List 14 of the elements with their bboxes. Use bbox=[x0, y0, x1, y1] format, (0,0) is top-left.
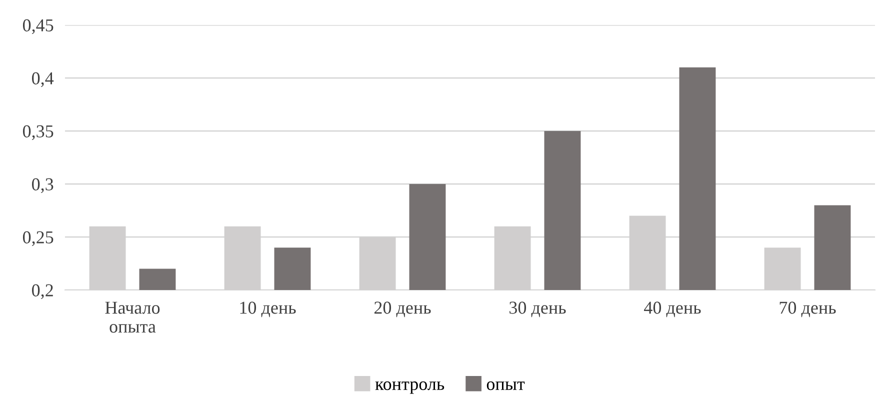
x-tick-label: 30 день bbox=[510, 302, 566, 318]
y-tick-label: 0,45 bbox=[22, 19, 54, 34]
x-tick-label: 20 день bbox=[374, 302, 431, 318]
y-tick-label: 0,35 bbox=[22, 125, 54, 140]
x-tick-label: Начало опыта bbox=[105, 302, 160, 333]
x-tick-label: 10 день bbox=[240, 302, 296, 318]
x-tick-label: 40 день bbox=[644, 302, 701, 318]
y-tick-label: 0,4 bbox=[32, 72, 54, 88]
legend-label: опыт bbox=[486, 381, 525, 390]
legend-label: контроль bbox=[375, 381, 444, 394]
y-tick-label: 0,25 bbox=[22, 231, 54, 246]
x-tick-label: 70 день bbox=[780, 302, 836, 318]
y-tick-label: 0,2 bbox=[32, 284, 53, 300]
y-tick-label: 0,3 bbox=[32, 178, 54, 194]
